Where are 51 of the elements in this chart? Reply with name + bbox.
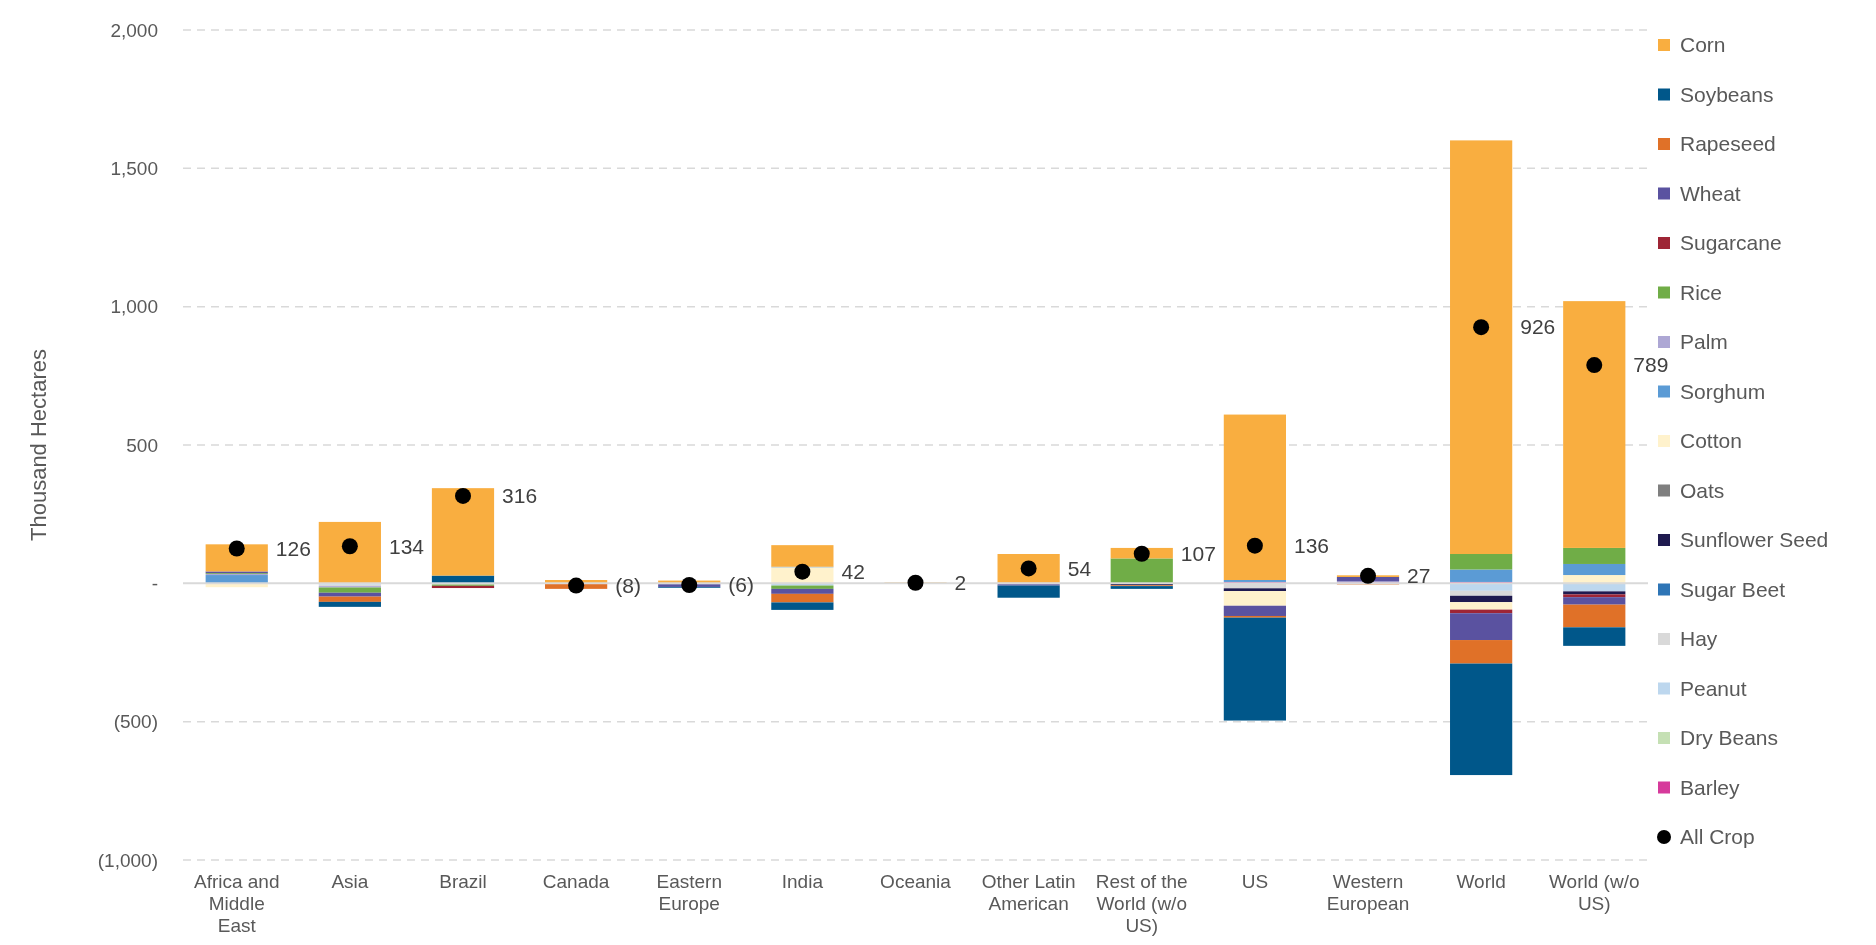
data-label: (8) [615, 573, 641, 597]
x-tick-label: Canada [542, 871, 610, 892]
legend-label: Barley [1680, 775, 1741, 799]
y-tick-label: 1,000 [110, 296, 158, 318]
legend-label: Rapeseed [1680, 132, 1776, 156]
legend-label: Wheat [1680, 181, 1741, 205]
data-label: 107 [1180, 542, 1216, 566]
legend-label: Cotton [1680, 429, 1742, 453]
data-label: 926 [1520, 315, 1556, 339]
x-tick-label: India [781, 871, 824, 892]
y-axis-title: Thousand Hectares [25, 349, 51, 541]
x-tick-label: Other Latin American [981, 871, 1076, 914]
data-label: 126 [275, 536, 311, 560]
data-label: 42 [841, 560, 865, 584]
x-tick-label: Oceania [880, 871, 952, 892]
data-label: 2 [954, 571, 967, 595]
x-tick-label: Asia [331, 871, 369, 892]
legend-label: Peanut [1680, 676, 1747, 700]
data-label: 136 [1293, 534, 1330, 558]
legend-label: Sorghum [1680, 379, 1766, 403]
y-tick-label: 1,500 [110, 157, 158, 179]
x-tick-label: World [1456, 871, 1506, 892]
legend-label: Palm [1680, 330, 1728, 354]
y-tick-label: 2,000 [110, 19, 158, 41]
data-label: 54 [1067, 556, 1092, 580]
legend-label: Oats [1680, 478, 1725, 502]
legend-label: Dry Beans [1680, 726, 1779, 750]
x-tick-label: Brazil [439, 871, 487, 892]
legend-label: Hay [1680, 627, 1718, 651]
legend-label: Sugarcane [1680, 231, 1782, 255]
x-tick-label: Western European [1326, 871, 1410, 914]
x-tick-label: World (w/o US) [1549, 871, 1640, 914]
legend-label: Sunflower Seed [1680, 528, 1829, 552]
y-tick-label: - [151, 572, 158, 594]
data-label: 316 [502, 484, 538, 508]
data-label: 27 [1407, 564, 1431, 588]
legend-label: All Crop [1680, 825, 1755, 849]
x-tick-label: US [1241, 871, 1269, 892]
legend-label: Rice [1680, 280, 1723, 304]
x-tick-label: Rest of the World (w/o US) [1095, 871, 1188, 936]
data-label: (6) [728, 573, 755, 597]
data-label: 134 [388, 534, 425, 558]
x-tick-label: Eastern Europe [656, 871, 722, 914]
legend-label: Soybeans [1680, 82, 1774, 106]
y-tick-label: 500 [126, 434, 158, 456]
legend-label: Corn [1680, 33, 1726, 57]
y-tick-label: (1,000) [97, 849, 158, 871]
data-label: 789 [1633, 353, 1669, 377]
y-tick-label: (500) [113, 711, 158, 733]
x-tick-label: Africa and Middle East [193, 871, 280, 936]
legend-label: Sugar Beet [1680, 577, 1786, 601]
